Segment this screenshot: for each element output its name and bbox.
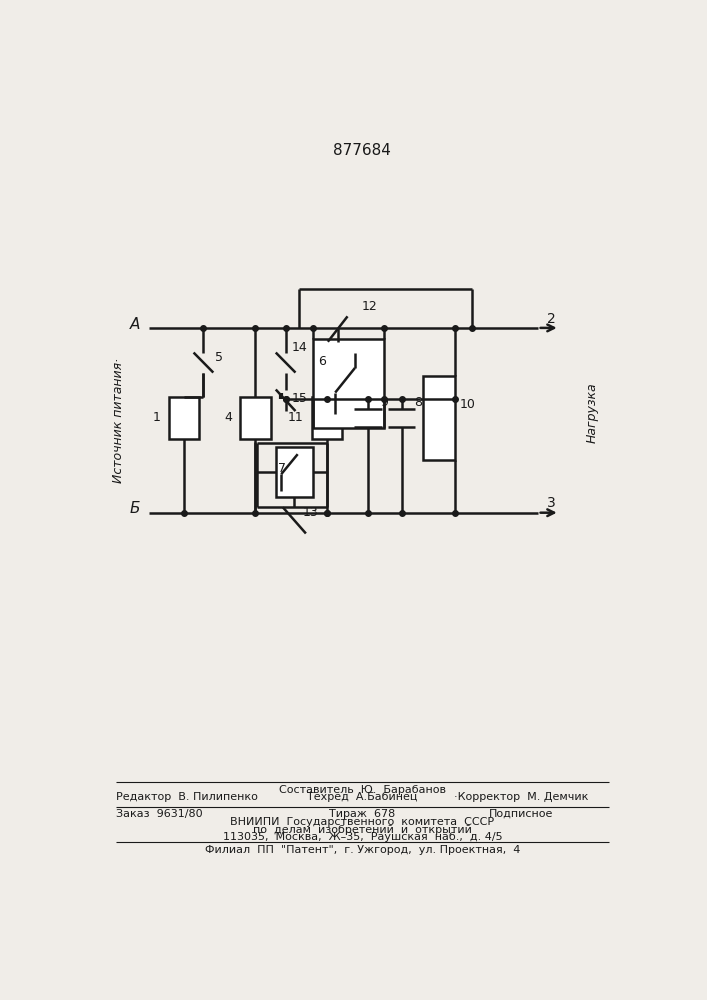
Text: 15: 15 [291, 392, 308, 405]
Text: Источник питания·: Источник питания· [112, 358, 125, 483]
Bar [240, 397, 271, 439]
Text: 8: 8 [414, 396, 422, 409]
Text: 2: 2 [547, 312, 556, 326]
Text: ·Корректор  М. Демчик: ·Корректор М. Демчик [454, 792, 588, 802]
Bar [169, 397, 199, 439]
Text: ВНИИПИ  Государственного  комитета  СССР: ВНИИПИ Государственного комитета СССР [230, 817, 494, 827]
Text: по  делам  изобретений  и  открытий: по делам изобретений и открытий [253, 825, 472, 835]
Text: 10: 10 [460, 398, 475, 411]
Text: Составитель  Ю.  Барабанов: Составитель Ю. Барабанов [279, 785, 446, 795]
Text: Филиал  ПП  "Патент",  г. Ужгород,  ул. Проектная,  4: Филиал ПП "Патент", г. Ужгород, ул. Прое… [204, 845, 520, 855]
Text: 6: 6 [319, 355, 327, 368]
Text: 877684: 877684 [334, 143, 391, 158]
Text: 3: 3 [547, 496, 556, 510]
Text: 4: 4 [224, 411, 232, 424]
Text: 13: 13 [303, 506, 318, 519]
Bar [276, 447, 313, 497]
Bar [423, 376, 455, 460]
Text: Редактор  В. Пилипенко: Редактор В. Пилипенко [116, 792, 258, 802]
Text: Заказ  9631/80: Заказ 9631/80 [116, 809, 203, 819]
Bar [312, 397, 341, 439]
Bar [313, 339, 385, 428]
Text: 5: 5 [215, 351, 223, 364]
Text: Б: Б [129, 501, 140, 516]
Text: 12: 12 [361, 300, 377, 313]
Text: 9: 9 [380, 396, 388, 409]
Text: А: А [130, 317, 140, 332]
Text: Техред  А.Бабинец: Техред А.Бабинец [307, 792, 418, 802]
Text: Нагрузка: Нагрузка [586, 382, 599, 443]
Text: 7: 7 [279, 462, 286, 475]
Text: 113035,  Москва,  Ж–35,  Раушская  наб.,  д. 4/5: 113035, Москва, Ж–35, Раушская наб., д. … [223, 832, 502, 842]
Text: 14: 14 [291, 341, 308, 354]
Text: Тираж  678: Тираж 678 [329, 809, 395, 819]
Text: 1: 1 [153, 411, 161, 424]
Text: 11: 11 [288, 411, 303, 424]
Text: Подписное: Подписное [489, 809, 554, 819]
